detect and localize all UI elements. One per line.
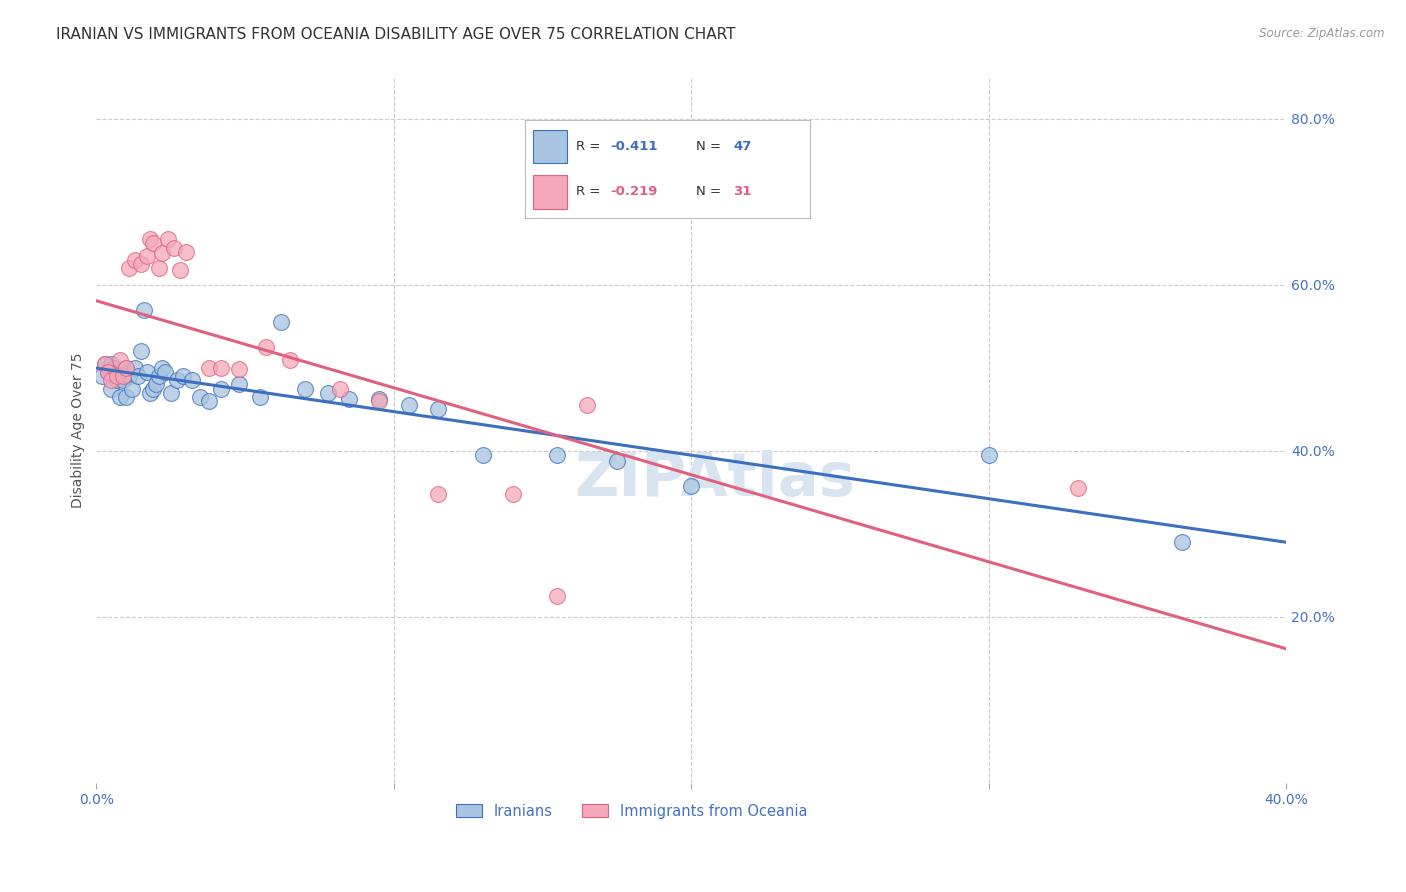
Point [606, 454, 628, 468]
Point [115, 360, 138, 375]
Point [127, 369, 149, 384]
Point [142, 382, 165, 396]
Point [105, 369, 128, 384]
Point [97, 365, 120, 379]
Point [135, 365, 157, 379]
Point [139, 385, 162, 400]
Point [118, 369, 141, 384]
Text: Source: ZipAtlas.com: Source: ZipAtlas.com [1260, 27, 1385, 40]
Point [153, 365, 176, 379]
Point [172, 369, 194, 384]
Point [546, 448, 568, 462]
Point [100, 357, 122, 371]
Point [159, 385, 181, 400]
Point [1067, 481, 1090, 495]
Point [209, 360, 232, 375]
Y-axis label: Disability Age Over 75: Disability Age Over 75 [72, 352, 86, 508]
Point [135, 249, 157, 263]
Point [576, 398, 599, 412]
Point [367, 394, 389, 409]
Point [100, 373, 122, 387]
Point [148, 261, 170, 276]
Point [398, 398, 420, 412]
Point [163, 241, 186, 255]
Point [254, 340, 277, 354]
Point [115, 360, 138, 375]
Text: IRANIAN VS IMMIGRANTS FROM OCEANIA DISABILITY AGE OVER 75 CORRELATION CHART: IRANIAN VS IMMIGRANTS FROM OCEANIA DISAB… [56, 27, 735, 42]
Point [198, 394, 221, 409]
Legend: Iranians, Immigrants from Oceania: Iranians, Immigrants from Oceania [450, 798, 813, 825]
Point [112, 373, 135, 387]
Point [278, 352, 301, 367]
Point [132, 302, 155, 317]
Point [150, 246, 173, 260]
Point [228, 362, 250, 376]
Point [108, 352, 131, 367]
Point [198, 360, 221, 375]
Point [97, 365, 120, 379]
Point [124, 252, 146, 267]
Point [118, 261, 141, 276]
Point [190, 390, 212, 404]
Point [329, 382, 352, 396]
Point [115, 390, 138, 404]
Point [502, 487, 524, 501]
Point [546, 589, 568, 603]
Point [977, 448, 1000, 462]
Point [337, 392, 360, 407]
Point [681, 478, 703, 492]
Point [270, 315, 292, 329]
Point [472, 448, 495, 462]
Point [150, 360, 173, 375]
Point [209, 382, 232, 396]
Point [108, 390, 131, 404]
Point [94, 357, 117, 371]
Point [1171, 535, 1194, 549]
Point [124, 360, 146, 375]
Point [294, 382, 316, 396]
Point [145, 377, 167, 392]
Point [112, 369, 135, 384]
Point [139, 232, 162, 246]
Point [249, 390, 271, 404]
Point [169, 263, 191, 277]
Point [121, 382, 143, 396]
Point [228, 377, 250, 392]
Point [100, 382, 122, 396]
Point [427, 402, 450, 417]
Point [129, 344, 152, 359]
Point [174, 244, 197, 259]
Point [427, 487, 450, 501]
Point [166, 373, 188, 387]
Text: ZIPAtlas: ZIPAtlas [575, 450, 855, 509]
Point [105, 373, 128, 387]
Point [156, 232, 179, 246]
Point [148, 369, 170, 384]
Point [129, 257, 152, 271]
Point [367, 392, 389, 407]
Point [108, 365, 131, 379]
Point [94, 357, 117, 371]
Point [91, 369, 114, 384]
Point [318, 385, 340, 400]
Point [142, 236, 165, 251]
Point [180, 373, 202, 387]
Point [103, 360, 125, 375]
